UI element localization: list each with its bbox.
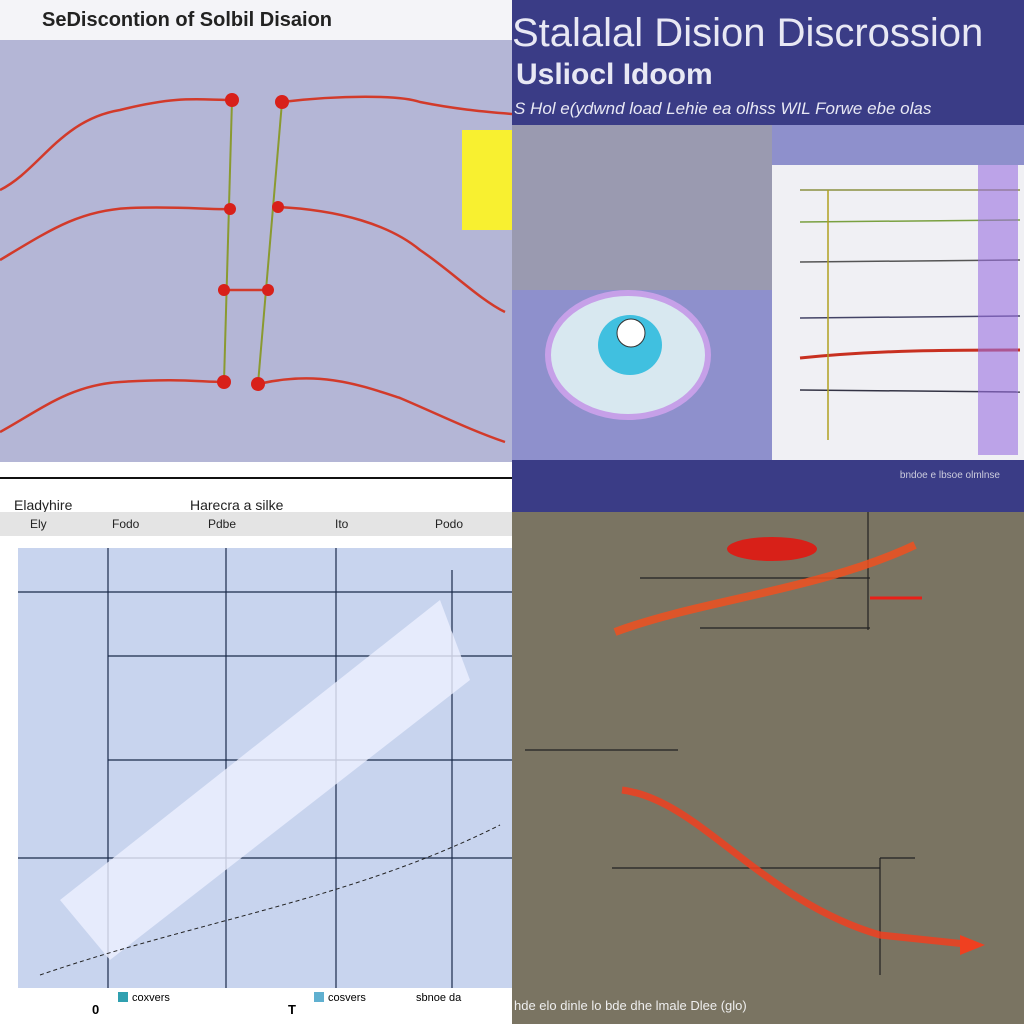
marker xyxy=(225,93,239,107)
connector xyxy=(223,99,233,383)
curve xyxy=(621,786,976,949)
legend-label: sbnoe da xyxy=(416,992,462,1004)
legend-box xyxy=(462,130,512,230)
panel-subtitle: Usliocl Idoom xyxy=(516,58,713,91)
curves xyxy=(0,95,513,444)
arrow-head xyxy=(960,935,985,955)
legend-swatch xyxy=(314,992,324,1002)
text-block xyxy=(512,125,772,290)
panel-title: Stalalal Dision Discrossion xyxy=(512,11,983,55)
curve xyxy=(0,206,231,262)
panel-title: SeDiscontion of Solbil Disaion xyxy=(42,9,332,31)
axis-label: T xyxy=(288,1002,296,1017)
caption: hde elo dinle lo bde dhe lmale Dlee (glo… xyxy=(514,998,747,1013)
marker xyxy=(224,203,236,215)
header: Fodo xyxy=(112,517,140,531)
band xyxy=(978,165,1018,455)
marker xyxy=(275,95,289,109)
marker xyxy=(727,537,817,561)
spread-band xyxy=(60,600,470,960)
header: Ito xyxy=(335,517,349,531)
strip xyxy=(0,462,512,484)
header: Ely xyxy=(30,517,47,531)
marker xyxy=(218,284,230,296)
legend-label: coxvers xyxy=(132,992,170,1004)
label: Harecra a silke xyxy=(190,497,284,513)
panel-bg xyxy=(0,0,512,468)
curve xyxy=(613,541,917,636)
footer: bndoe e lbsoe olmlnse xyxy=(900,470,1001,481)
marker xyxy=(251,377,265,391)
axis-label: 0 xyxy=(92,1002,99,1017)
curve xyxy=(0,378,225,434)
caption: S Hol e(ydwnd load Lehie ea olhss WIL Fo… xyxy=(514,99,932,118)
marker xyxy=(217,375,231,389)
legend-label: cosvers xyxy=(328,992,366,1004)
connectors xyxy=(223,99,283,385)
curve xyxy=(257,377,506,444)
header-bar xyxy=(0,512,512,536)
curve xyxy=(281,95,513,116)
curve xyxy=(277,205,506,314)
header: Podo xyxy=(435,517,463,531)
marker xyxy=(262,284,274,296)
markers xyxy=(217,93,289,391)
title-bar xyxy=(0,0,512,40)
connector xyxy=(257,101,283,385)
target-center xyxy=(616,318,646,348)
curve xyxy=(0,97,233,192)
trend-line xyxy=(39,824,501,976)
header: Pdbe xyxy=(208,517,236,531)
marker xyxy=(272,201,284,213)
legend-swatch xyxy=(118,992,128,1002)
label: Eladyhire xyxy=(14,497,73,513)
